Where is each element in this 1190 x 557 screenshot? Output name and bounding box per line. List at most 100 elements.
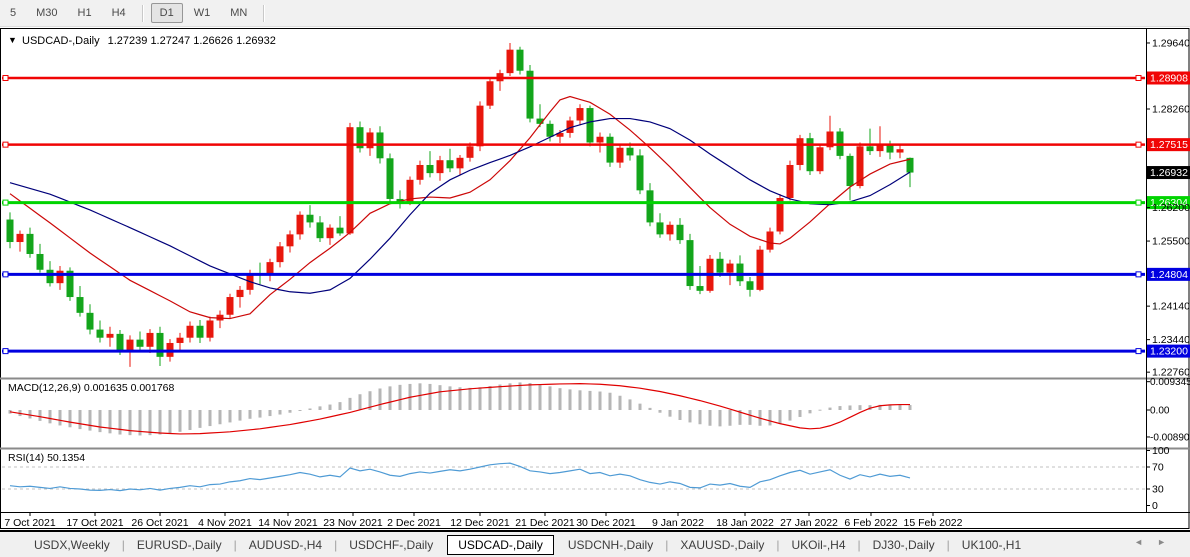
chart-tab-xauusd-daily[interactable]: XAUUSD-,Daily [680, 537, 765, 552]
candle-body [466, 146, 474, 158]
tab-scroll-left-icon[interactable]: ◄ [1134, 537, 1158, 547]
candle-body [656, 222, 664, 235]
candle-body [206, 320, 214, 338]
macd-histogram-bar [648, 407, 652, 410]
macd-histogram-bar [588, 390, 592, 410]
candle-body [676, 224, 684, 241]
hline-price-label: 1.24804 [1150, 269, 1188, 281]
macd-histogram-bar [48, 410, 52, 424]
hline-handle[interactable] [1135, 271, 1142, 278]
price-tick-label: 1.28260 [1152, 104, 1190, 116]
hline-handle[interactable] [1135, 199, 1142, 206]
macd-histogram-bar [368, 391, 372, 410]
chart-tab-uk100-h1[interactable]: UK100-,H1 [961, 537, 1022, 552]
chart-tab-usdcad-daily[interactable]: USDCAD-,Daily [447, 534, 554, 555]
chart-tab-usdx-weekly[interactable]: USDX,Weekly [34, 537, 110, 552]
macd-histogram-bar [328, 404, 332, 410]
chart-window[interactable]: 1.28908 1.27515 1.26304 1.24804 1.23200 1.269… [0, 27, 1190, 530]
candle-body [536, 118, 544, 124]
chart-tab-ukoil-h4[interactable]: UKOil-,H4 [791, 537, 846, 552]
chart-symbol-label: USDCAD-,Daily [22, 35, 100, 47]
tab-scroll-arrows[interactable]: ◄► [1134, 537, 1180, 547]
chart-tab-usdcnh-daily[interactable]: USDCNH-,Daily [567, 537, 654, 552]
timeframe-button-5[interactable]: 5 [10, 7, 17, 19]
macd-histogram-bar [128, 410, 132, 436]
macd-histogram-bar [258, 410, 262, 418]
timeframe-button-m30[interactable]: M30 [36, 7, 58, 19]
date-tick-label: 4 Nov 2021 [198, 517, 252, 529]
chart-dropdown-icon[interactable]: ▼ [8, 35, 17, 45]
tab-scroll-right-icon[interactable]: ► [1157, 537, 1180, 547]
macd-histogram-bar [718, 410, 722, 427]
hline-handle[interactable] [1135, 75, 1142, 81]
chart-tab-usdchf-daily[interactable]: USDCHF-,Daily [349, 537, 434, 552]
hline-handle[interactable] [2, 348, 9, 355]
rsi-tick-label: 70 [1152, 462, 1164, 474]
candle-body [506, 49, 514, 74]
timeframe-button-h1[interactable]: H1 [77, 7, 92, 19]
price-tick-label: 1.22760 [1152, 367, 1190, 379]
macd-histogram-bar [838, 406, 842, 410]
candle-body [226, 297, 234, 315]
macd-histogram-bar [528, 383, 532, 410]
date-tick-label: 15 Feb 2022 [904, 517, 963, 529]
price-tick-label: 1.25500 [1152, 236, 1190, 248]
candle-body [136, 339, 144, 347]
price-tick-label: 1.29640 [1152, 37, 1190, 49]
macd-histogram-bar [728, 410, 732, 426]
timeframe-button-mn[interactable]: MN [230, 7, 248, 19]
candle-body [866, 146, 874, 152]
rsi-line [9, 462, 911, 492]
ma-fast-line [9, 95, 911, 320]
hline-handle[interactable] [2, 199, 9, 206]
chart-tab-dj30-daily[interactable]: DJ30-,Daily [872, 537, 935, 552]
hline-handle[interactable] [2, 141, 9, 148]
macd-histogram-bar [538, 384, 542, 410]
hline-handle[interactable] [2, 271, 9, 278]
date-tick-label: 23 Nov 2021 [323, 517, 383, 529]
candle-body [436, 160, 444, 174]
chart-tab-audusd-h4[interactable]: AUDUSD-,H4 [248, 537, 323, 552]
macd-histogram-bar [238, 410, 242, 421]
candle-body [46, 269, 54, 284]
hline-price-label: 1.26304 [1150, 197, 1188, 209]
date-tick-label: 30 Dec 2021 [576, 517, 636, 529]
timeframe-button-w1[interactable]: W1 [193, 7, 211, 19]
candle-body [686, 240, 694, 287]
candle-body [486, 81, 494, 106]
hline-price-badge [1147, 138, 1190, 152]
chart-svg[interactable]: 1.28908 1.27515 1.26304 1.24804 1.23200 1.269… [0, 27, 1190, 530]
macd-histogram-bar [218, 410, 222, 425]
candle-body [896, 149, 904, 153]
candle-body [126, 339, 134, 351]
candle-body [826, 131, 834, 148]
candle-body [856, 146, 864, 187]
timeframe-button-d1[interactable]: D1 [150, 3, 183, 23]
macd-histogram-bar [188, 410, 192, 430]
hline-handle[interactable] [1135, 141, 1142, 148]
candle-body [36, 253, 44, 270]
date-tick-label: 17 Oct 2021 [66, 517, 123, 529]
candle-body [316, 222, 324, 239]
macd-histogram-bar [298, 410, 302, 411]
chart-tab-eurusd-daily[interactable]: EURUSD-,Daily [136, 537, 222, 552]
candle-body [736, 263, 744, 282]
candle-body [76, 297, 84, 313]
timeframe-button-h4[interactable]: H4 [111, 7, 126, 19]
macd-histogram-bar [808, 410, 812, 414]
macd-histogram-bar [878, 404, 882, 410]
macd-histogram-bar [248, 410, 252, 419]
macd-histogram-bar [268, 410, 272, 417]
candle-body [606, 136, 614, 163]
candle-body [746, 281, 754, 290]
candle-body [106, 333, 114, 338]
candle-body [516, 49, 524, 71]
candle-body [346, 127, 354, 234]
macd-histogram-bar [458, 387, 462, 410]
macd-histogram-bar [178, 410, 182, 432]
hline-handle[interactable] [1135, 348, 1142, 355]
candle-body [186, 325, 194, 338]
macd-tick-label: 0.00 [1150, 406, 1170, 417]
hline-handle[interactable] [2, 75, 9, 81]
candle-body [156, 332, 164, 357]
